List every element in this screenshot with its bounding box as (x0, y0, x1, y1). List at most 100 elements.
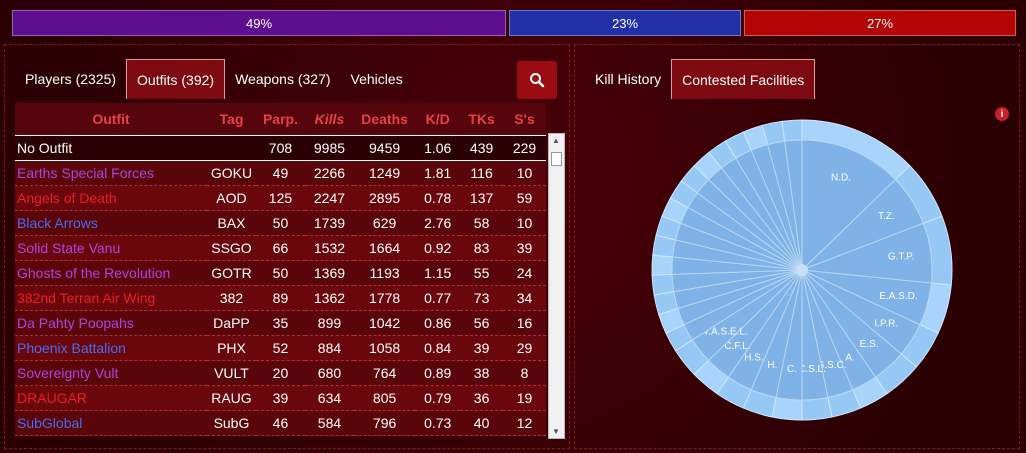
chart-slice-label: T.Z. (878, 211, 895, 222)
chart-slice-label: H.S. (744, 352, 763, 363)
cell-ss: 59 (503, 185, 546, 211)
outfit-name[interactable]: Sovereignty Vult (15, 360, 207, 386)
chart-slice-label: E.S. (860, 339, 879, 350)
cell-deaths: 9459 (353, 135, 416, 161)
cell-kd: 0.79 (415, 385, 461, 411)
scroll-up-arrow-icon[interactable]: ▲ (552, 136, 560, 145)
chart-ring-segment[interactable] (651, 273, 675, 296)
cell-tag: GOTR (206, 260, 256, 286)
cell-deaths: 805 (353, 385, 416, 411)
outfit-name[interactable]: Phoenix Battalion (15, 335, 207, 361)
search-button[interactable] (517, 61, 557, 99)
history-panel: Kill History Contested Facilities i N.D.… (574, 44, 1020, 449)
outfit-name[interactable]: SubGlobal (15, 410, 207, 436)
cell-deaths: 1058 (353, 335, 416, 361)
cell-kd: 0.89 (415, 360, 461, 386)
table-row[interactable]: DRAUGAR RAUG 39 634 805 0.79 36 19 (15, 385, 546, 411)
vs-population-segment: 49% (12, 10, 506, 36)
cell-tks: 439 (460, 135, 504, 161)
chart-slice[interactable] (801, 139, 897, 272)
cell-parp: 20 (255, 360, 305, 386)
outfit-name[interactable]: Ghosts of the Revolution (15, 260, 207, 286)
table-scrollbar[interactable]: ▲ ▼ (548, 133, 565, 439)
cell-tag: SubG (206, 410, 256, 436)
tab-vehicles[interactable]: Vehicles (350, 71, 403, 87)
cell-parp: 35 (255, 310, 305, 336)
cell-deaths: 629 (353, 210, 416, 236)
cell-tks: 39 (460, 335, 504, 361)
table-row[interactable]: Sovereignty Vult VULT 20 680 764 0.89 38 8 (15, 360, 546, 386)
table-row[interactable]: 382nd Terran Air Wing 382 89 1362 1778 0.77 73… (15, 285, 546, 311)
outfit-name[interactable]: 382nd Terran Air Wing (15, 285, 207, 311)
table-row[interactable]: Ghosts of the Revolution GOTR 50 1369 1193 1.… (15, 260, 546, 286)
chart-ring-segment[interactable] (651, 254, 674, 276)
chart-slice-label: I.P.R. (874, 318, 898, 329)
outfit-name[interactable]: Earths Special Forces (15, 160, 207, 186)
cell-ss: 34 (503, 285, 546, 311)
chart-slice-label: G.S.C. (817, 360, 847, 371)
cell-kills: 634 (304, 385, 354, 411)
cell-kd: 1.81 (415, 160, 461, 186)
outfit-name[interactable]: Angels of Death (15, 185, 207, 211)
chart-slice-label: C.S.L. (798, 364, 826, 375)
col-tag[interactable]: Tag (206, 103, 256, 136)
table-row[interactable]: SubGlobal SubG 46 584 796 0.73 40 12 (15, 410, 546, 436)
col-kd[interactable]: K/D (415, 103, 461, 136)
table-row[interactable]: No Outfit 708 9985 9459 1.06 439 229 (15, 135, 546, 161)
scroll-down-arrow-icon[interactable]: ▼ (552, 427, 560, 436)
stats-panel: Players (2325) Outfits (392) Weapons (32… (4, 44, 570, 449)
outfit-name[interactable]: Da Pahty Poopahs (15, 310, 207, 336)
chart-ring-segment[interactable] (801, 396, 833, 421)
outfit-name[interactable]: DRAUGAR (15, 385, 207, 411)
info-icon[interactable]: i (995, 107, 1009, 121)
table-row[interactable]: Solid State Vanu SSGO 66 1532 1664 0.92 83 39 (15, 235, 546, 261)
cell-kd: 0.73 (415, 410, 461, 436)
table-row[interactable]: Angels of Death AOD 125 2247 2895 0.78 137 59 (15, 185, 546, 211)
cell-ss: 29 (503, 335, 546, 361)
cell-kd: 1.15 (415, 260, 461, 286)
cell-kills: 1362 (304, 285, 354, 311)
cell-kd: 0.92 (415, 235, 461, 261)
col-parp[interactable]: Parp. (255, 103, 305, 136)
cell-deaths: 1193 (353, 260, 416, 286)
cell-parp: 49 (255, 160, 305, 186)
cell-tks: 83 (460, 235, 504, 261)
cell-kd: 1.06 (415, 135, 461, 161)
tab-players[interactable]: Players (2325) (25, 71, 117, 87)
contested-facilities-chart: N.D. T.Z. G.T.P. E.A.S.D. I.P.R. E.S. A.G.S.C.… (651, 119, 953, 421)
col-deaths[interactable]: Deaths (353, 103, 416, 136)
scroll-thumb[interactable] (551, 152, 562, 166)
nc-population-segment: 23% (509, 10, 741, 36)
outfit-name[interactable]: Black Arrows (15, 210, 207, 236)
chart-ring-segment[interactable] (771, 396, 803, 421)
tab-outfits[interactable]: Outfits (392) (126, 59, 226, 99)
col-kills[interactable]: Kills (304, 103, 354, 136)
table-row[interactable]: Black Arrows BAX 50 1739 629 2.76 58 10 (15, 210, 546, 236)
table-row[interactable]: Earths Special Forces GOKU 49 2266 1249 1.81 1… (15, 160, 546, 186)
cell-ss: 10 (503, 210, 546, 236)
chart-slice[interactable] (784, 139, 803, 271)
table-row[interactable]: Da Pahty Poopahs DaPP 35 899 1042 0.86 56 16 (15, 310, 546, 336)
cell-tks: 116 (460, 160, 504, 186)
chart-slice-label: C.F.L. (724, 341, 750, 352)
stats-tabs: Players (2325) Outfits (392) Weapons (32… (15, 59, 413, 99)
cell-tag: AOD (206, 185, 256, 211)
tab-kill-history[interactable]: Kill History (595, 71, 662, 87)
cell-ss: 19 (503, 385, 546, 411)
outfit-name[interactable]: No Outfit (15, 135, 207, 161)
table-header-row: Outfit Tag Parp. Kills Deaths K/D TKs S'… (15, 103, 546, 136)
chart-slice-label: E.A.S.D. (879, 291, 917, 302)
cell-parp: 39 (255, 385, 305, 411)
tab-contested-facilities[interactable]: Contested Facilities (671, 59, 816, 99)
cell-kills: 1532 (304, 235, 354, 261)
col-outfit[interactable]: Outfit (15, 103, 207, 136)
col-tks[interactable]: TKs (460, 103, 504, 136)
cell-parp: 46 (255, 410, 305, 436)
cell-tag: BAX (206, 210, 256, 236)
col-ss[interactable]: S's (503, 103, 546, 136)
tab-weapons[interactable]: Weapons (327) (235, 71, 331, 87)
cell-tag: PHX (206, 335, 256, 361)
chart-ring-segment[interactable] (781, 119, 803, 142)
outfit-name[interactable]: Solid State Vanu (15, 235, 207, 261)
table-row[interactable]: Phoenix Battalion PHX 52 884 1058 0.84 39 29 (15, 335, 546, 361)
